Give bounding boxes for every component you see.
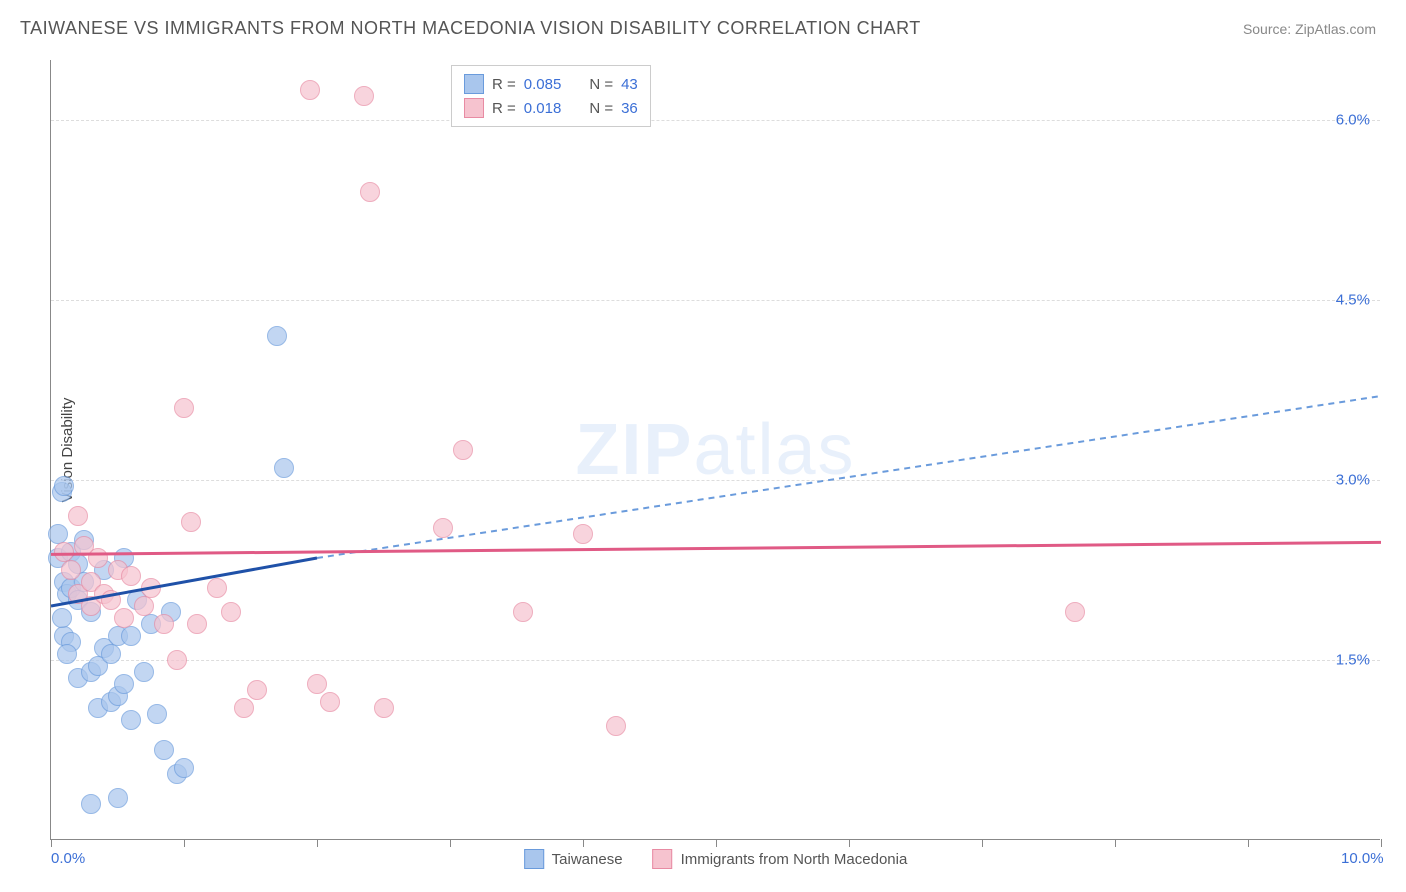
data-point — [61, 560, 81, 580]
x-tick — [184, 839, 185, 847]
trend-line-dashed — [317, 396, 1381, 558]
data-point — [54, 542, 74, 562]
data-point — [68, 506, 88, 526]
x-tick-label: 0.0% — [51, 850, 85, 867]
data-point — [374, 698, 394, 718]
data-point — [221, 602, 241, 622]
legend-stats: R = 0.085 N = 43 R = 0.018 N = 36 — [451, 65, 651, 127]
data-point — [247, 680, 267, 700]
data-point — [234, 698, 254, 718]
data-point — [134, 596, 154, 616]
data-point — [320, 692, 340, 712]
chart-container: Vision Disability ZIPatlas R = 0.085N = … — [50, 60, 1380, 840]
legend-r-value: 0.085 — [524, 76, 562, 93]
data-point — [513, 602, 533, 622]
x-tick — [317, 839, 318, 847]
legend-series-item: Immigrants from North Macedonia — [653, 849, 908, 869]
data-point — [114, 608, 134, 628]
watermark-bold: ZIP — [575, 410, 693, 490]
data-point — [147, 704, 167, 724]
legend-swatch — [464, 98, 484, 118]
legend-r-label: R = — [492, 100, 516, 117]
data-point — [354, 86, 374, 106]
data-point — [88, 548, 108, 568]
data-point — [57, 644, 77, 664]
data-point — [121, 710, 141, 730]
data-point — [121, 566, 141, 586]
data-point — [52, 608, 72, 628]
data-point — [134, 662, 154, 682]
data-point — [141, 578, 161, 598]
watermark: ZIPatlas — [575, 409, 855, 491]
data-point — [81, 794, 101, 814]
legend-swatch — [464, 74, 484, 94]
data-point — [154, 614, 174, 634]
gridline — [51, 660, 1380, 661]
trend-line-solid — [51, 542, 1381, 554]
legend-stats-row: R = 0.085 N = 43 — [464, 72, 638, 96]
y-tick-label: 3.0% — [1336, 472, 1370, 489]
legend-series-label: Taiwanese — [552, 851, 623, 868]
data-point — [108, 788, 128, 808]
watermark-light: atlas — [693, 410, 855, 490]
data-point — [360, 182, 380, 202]
x-tick-label: 10.0% — [1341, 850, 1384, 867]
data-point — [1065, 602, 1085, 622]
legend-r-value: 0.018 — [524, 100, 562, 117]
data-point — [267, 326, 287, 346]
legend-r-label: R = — [492, 76, 516, 93]
data-point — [187, 614, 207, 634]
gridline — [51, 120, 1380, 121]
data-point — [167, 650, 187, 670]
data-point — [154, 740, 174, 760]
data-point — [48, 524, 68, 544]
data-point — [274, 458, 294, 478]
y-tick-label: 4.5% — [1336, 292, 1370, 309]
legend-n-label: N = — [589, 100, 613, 117]
data-point — [453, 440, 473, 460]
data-point — [174, 398, 194, 418]
x-tick — [583, 839, 584, 847]
legend-n-value: 43 — [621, 76, 638, 93]
plot-area: ZIPatlas R = 0.085N = 43R = 0.018N = 36 … — [50, 60, 1380, 840]
x-tick — [716, 839, 717, 847]
y-tick-label: 1.5% — [1336, 652, 1370, 669]
legend-swatch — [653, 849, 673, 869]
data-point — [606, 716, 626, 736]
data-point — [433, 518, 453, 538]
data-point — [573, 524, 593, 544]
legend-n-value: 36 — [621, 100, 638, 117]
x-tick — [450, 839, 451, 847]
legend-series: Taiwanese Immigrants from North Macedonia — [524, 849, 908, 869]
data-point — [121, 626, 141, 646]
x-tick — [982, 839, 983, 847]
data-point — [114, 674, 134, 694]
x-tick — [51, 839, 52, 847]
data-point — [307, 674, 327, 694]
legend-series-label: Immigrants from North Macedonia — [681, 851, 908, 868]
x-tick — [1115, 839, 1116, 847]
chart-title: TAIWANESE VS IMMIGRANTS FROM NORTH MACED… — [20, 18, 921, 39]
data-point — [101, 644, 121, 664]
data-point — [300, 80, 320, 100]
chart-source: Source: ZipAtlas.com — [1243, 21, 1376, 37]
legend-n-label: N = — [589, 76, 613, 93]
data-point — [181, 512, 201, 532]
data-point — [174, 758, 194, 778]
data-point — [54, 476, 74, 496]
gridline — [51, 480, 1380, 481]
legend-swatch — [524, 849, 544, 869]
x-tick — [849, 839, 850, 847]
legend-stats-row: R = 0.018 N = 36 — [464, 96, 638, 120]
x-tick — [1248, 839, 1249, 847]
y-tick-label: 6.0% — [1336, 112, 1370, 129]
legend-series-item: Taiwanese — [524, 849, 623, 869]
trend-lines-svg — [51, 60, 1381, 840]
gridline — [51, 300, 1380, 301]
data-point — [101, 590, 121, 610]
x-tick — [1381, 839, 1382, 847]
chart-header: TAIWANESE VS IMMIGRANTS FROM NORTH MACED… — [0, 0, 1406, 47]
data-point — [207, 578, 227, 598]
